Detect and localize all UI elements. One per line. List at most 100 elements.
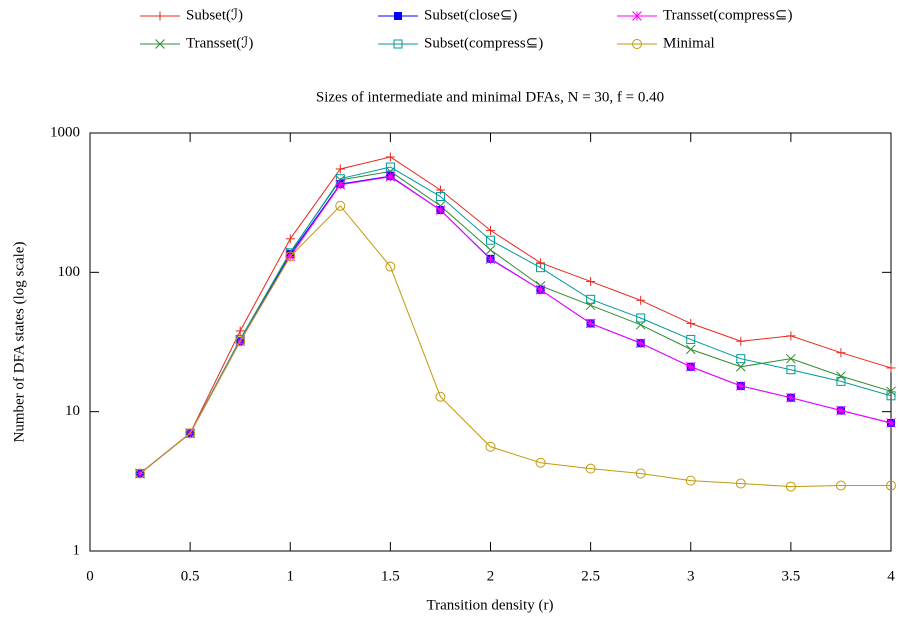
x-tick-label: 2.5 (581, 568, 600, 584)
legend-label: Subset(ℐ) (186, 7, 243, 23)
marker-shape (535, 457, 546, 468)
data-point (786, 392, 796, 403)
marker-stroke (335, 179, 346, 190)
marker-stroke (585, 300, 596, 311)
marker-shape (536, 263, 546, 273)
data-point (735, 361, 746, 372)
data-point (385, 261, 396, 272)
marker-stroke (632, 11, 642, 21)
marker-shape (635, 468, 646, 479)
marker-shape (385, 162, 395, 172)
data-point (485, 254, 496, 265)
marker-shape (235, 336, 246, 347)
data-point (585, 318, 596, 329)
data-point (435, 205, 446, 215)
marker-stroke (735, 381, 746, 391)
data-point (285, 234, 295, 244)
data-point (735, 381, 746, 391)
data-point (836, 376, 846, 386)
y-tick-label: 100 (58, 264, 81, 280)
marker-shape (835, 480, 846, 491)
data-point (536, 263, 546, 273)
marker-stroke (786, 392, 796, 403)
x-tick-label: 1 (287, 568, 295, 584)
series-line (139, 170, 892, 474)
data-point (486, 235, 495, 245)
marker-shape (435, 192, 445, 202)
x-tick-label: 4 (887, 568, 895, 584)
marker-shape (836, 376, 846, 386)
legend-label: Subset(close⊆) (424, 7, 517, 23)
data-point (736, 336, 746, 346)
data-point (586, 276, 596, 286)
marker-shape (636, 313, 646, 323)
data-point (835, 480, 846, 491)
marker-shape (632, 39, 642, 49)
data-point (385, 171, 396, 182)
series-line (139, 176, 892, 474)
marker-stroke (786, 353, 796, 364)
y-tick-label: 1 (73, 542, 81, 558)
data-point (435, 192, 445, 202)
legend-marker (393, 39, 403, 49)
data-point (686, 334, 696, 344)
marker-shape (736, 354, 746, 364)
data-point (836, 405, 846, 416)
data-point (786, 353, 796, 364)
data-point (836, 348, 846, 358)
data-point (886, 480, 896, 491)
x-tick-label: 2 (487, 568, 495, 584)
legend-marker (394, 12, 402, 20)
data-point (685, 344, 696, 355)
marker-stroke (635, 338, 646, 349)
marker-stroke (535, 284, 546, 295)
data-point (235, 326, 245, 336)
data-point (785, 481, 796, 492)
marker-shape (394, 12, 402, 20)
legend-label: Subset(compress⊆) (424, 35, 543, 51)
data-point (285, 251, 296, 262)
data-point (735, 478, 746, 489)
marker-shape (486, 235, 495, 245)
data-point (486, 225, 495, 235)
marker-stroke (585, 318, 596, 329)
chart-title: Sizes of intermediate and minimal DFAs, … (316, 89, 664, 105)
data-point (385, 162, 395, 172)
marker-shape (185, 428, 196, 439)
marker-shape (685, 475, 696, 486)
marker-shape (485, 441, 496, 452)
marker-stroke (685, 361, 696, 372)
data-point (335, 164, 345, 174)
legend-label: Minimal (663, 35, 715, 51)
data-point (185, 428, 196, 439)
data-point (786, 331, 796, 341)
marker-stroke (836, 371, 846, 381)
data-point (535, 457, 546, 468)
data-point (585, 463, 596, 474)
data-point (635, 338, 646, 349)
series-line (139, 175, 892, 474)
data-point (586, 294, 596, 304)
y-tick-label: 1000 (50, 124, 80, 140)
marker-stroke (735, 361, 746, 372)
marker-stroke (385, 171, 396, 182)
marker-stroke (155, 39, 165, 49)
data-point (135, 468, 146, 479)
marker-shape (585, 463, 596, 474)
data-point (635, 468, 646, 479)
data-point (886, 418, 896, 428)
legend-label: Transset(compress⊆) (663, 7, 793, 23)
marker-stroke (836, 405, 846, 416)
marker-shape (285, 251, 296, 262)
series-line (139, 205, 891, 488)
legend-label: Transset(ℐ) (186, 35, 253, 51)
marker-shape (686, 334, 696, 344)
data-point (235, 336, 246, 347)
data-point (886, 391, 896, 401)
y-tick-label: 10 (65, 403, 80, 419)
legend-marker (155, 39, 165, 49)
data-point (786, 365, 796, 375)
data-point (535, 284, 546, 295)
marker-stroke (485, 244, 496, 255)
legend-marker (632, 11, 642, 21)
